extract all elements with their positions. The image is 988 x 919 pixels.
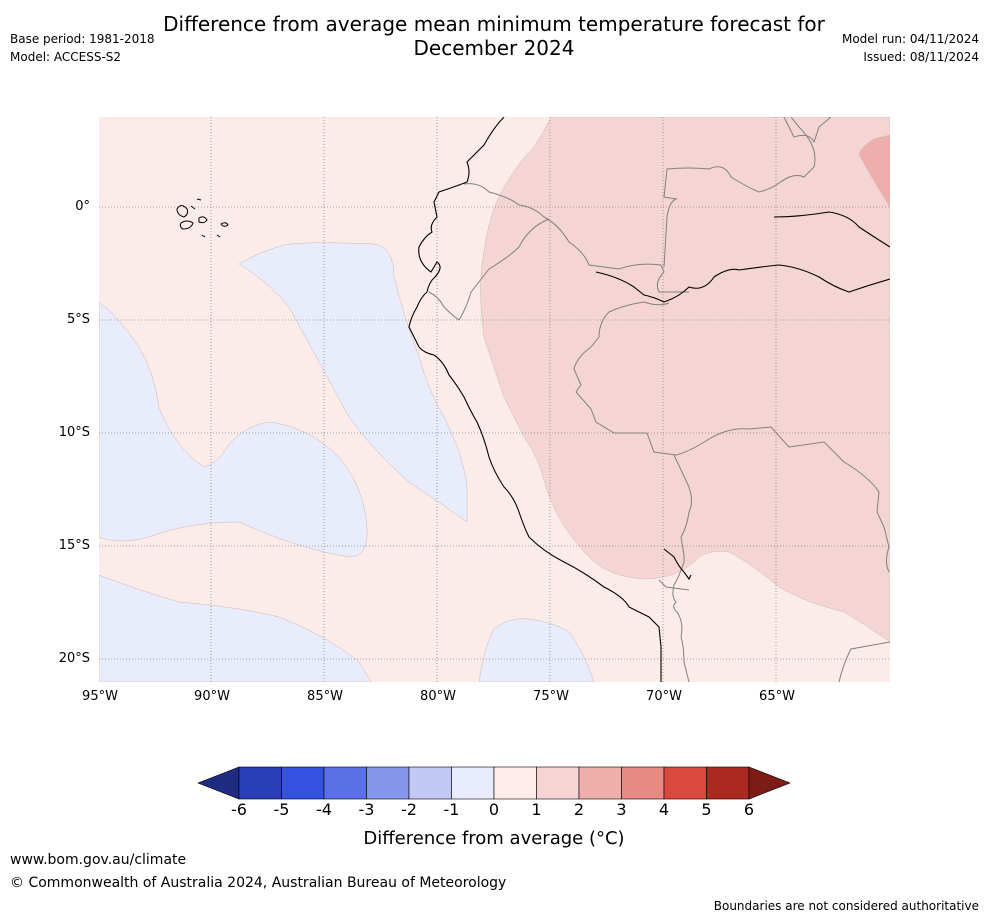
country-borders (428, 117, 890, 682)
meta-right: Model run: 04/11/2024 Issued: 08/11/2024 (842, 30, 979, 66)
warm-zone (480, 117, 890, 643)
graticule (99, 117, 890, 682)
lat-label-0: 0° (75, 199, 90, 214)
issued-date: Issued: 08/11/2024 (863, 50, 979, 64)
colorbar-cell (281, 766, 325, 800)
colorbar-label: Difference from average (°C) (363, 828, 625, 849)
lon-label-65w: 65°W (759, 689, 795, 704)
cb-tick: -6 (231, 800, 247, 819)
colorbar-cell (663, 766, 707, 800)
cb-tick: -5 (273, 800, 290, 819)
galapagos-islands (176, 198, 229, 238)
cb-tick: -2 (401, 800, 417, 819)
colorbar-cell (706, 766, 750, 800)
model-name: Model: ACCESS-S2 (10, 50, 122, 64)
colorbar-cell (578, 766, 622, 800)
map-title: Difference from average mean minimum tem… (0, 12, 988, 60)
colorbar-cell (323, 766, 367, 800)
warmer-zone (858, 134, 890, 208)
cool-zone-south (478, 618, 595, 682)
colorbar-cell (621, 766, 665, 800)
lat-label-15s: 15°S (58, 538, 90, 553)
lon-label-75w: 75°W (533, 689, 569, 704)
colorbar-cell (536, 766, 580, 800)
lon-label-80w: 80°W (420, 689, 456, 704)
cool-zone-southwest (99, 574, 372, 682)
lon-label-70w: 70°W (646, 689, 682, 704)
cb-tick: -4 (316, 800, 332, 819)
colorbar-cell (493, 766, 537, 800)
footer-copyright: © Commonwealth of Australia 2024, Austra… (10, 875, 507, 891)
colorbar-cell (408, 766, 452, 800)
lat-label-5s: 5°S (66, 312, 90, 327)
cb-tick: 2 (573, 800, 585, 819)
base-period: Base period: 1981-2018 (10, 32, 155, 46)
cool-zone-central (238, 242, 468, 523)
model-run-date: Model run: 04/11/2024 (841, 32, 979, 46)
colorbar-extend-high (748, 766, 791, 800)
lon-label-85w: 85°W (307, 689, 343, 704)
cb-tick: -3 (358, 800, 375, 819)
colorbar-cell (451, 766, 495, 800)
colorbar-cell (238, 766, 282, 800)
cb-tick: 6 (743, 800, 755, 819)
colorbar-cells (197, 766, 791, 800)
title-line-2: December 2024 (413, 36, 575, 60)
meta-left: Base period: 1981-2018 Model: ACCESS-S2 (10, 30, 155, 66)
cb-tick: 4 (658, 800, 670, 819)
cb-tick: -1 (443, 800, 460, 819)
colorbar-cell (366, 766, 410, 800)
cb-tick: 5 (701, 800, 712, 819)
lat-label-20s: 20°S (58, 651, 90, 666)
colorbar-extend-low (197, 766, 240, 800)
footer-disclaimer: Boundaries are not considered authoritat… (713, 899, 979, 913)
coastlines (408, 117, 890, 682)
title-line-1: Difference from average mean minimum tem… (163, 12, 825, 36)
lat-label-10s: 10°S (58, 425, 90, 440)
colorbar (197, 766, 791, 800)
cb-tick: 3 (616, 800, 627, 819)
lon-label-95w: 95°W (82, 689, 118, 704)
lon-label-90w: 90°W (194, 689, 230, 704)
map-canvas (99, 117, 890, 682)
cb-tick: 0 (488, 800, 500, 819)
cool-zone-west (99, 301, 368, 558)
footer-url[interactable]: www.bom.gov.au/climate (10, 852, 187, 868)
cb-tick: 1 (531, 800, 542, 819)
